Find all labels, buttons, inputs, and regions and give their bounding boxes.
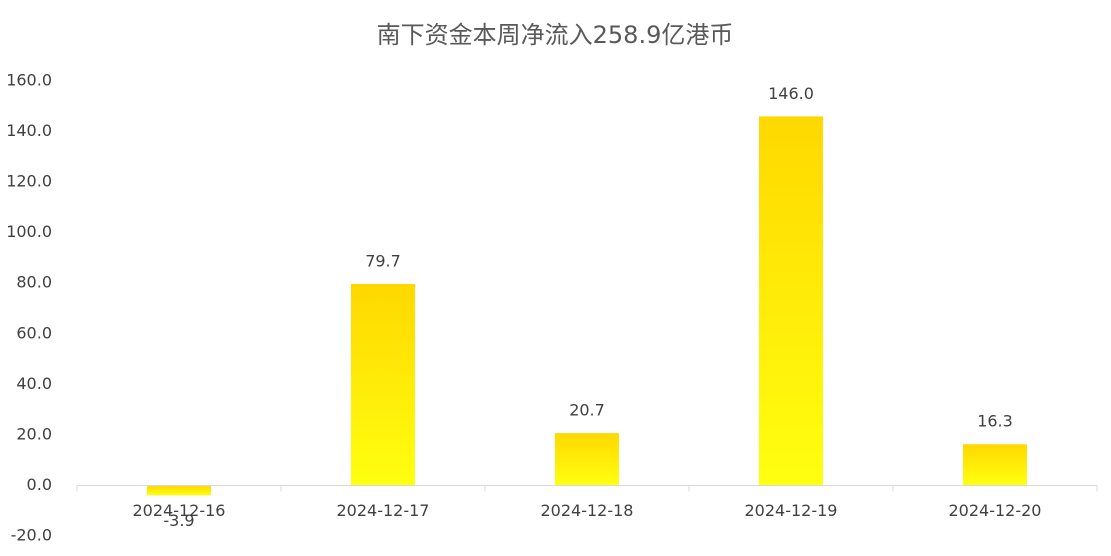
y-tick-label: 140.0 [6,121,52,140]
bar [759,116,823,486]
value-label: 16.3 [977,412,1013,431]
value-label: 79.7 [365,251,401,270]
y-tick-label: 40.0 [16,374,52,393]
value-label: 146.0 [768,84,814,103]
x-tick-label: 2024-12-20 [949,501,1042,520]
bar [351,283,415,486]
x-tick-label: 2024-12-18 [541,501,634,520]
x-tick-label: 2024-12-16 [133,501,226,520]
chart-title: 南下资金本周净流入258.9亿港币 [377,21,734,49]
y-tick-label: -20.0 [11,526,52,545]
y-tick-label: 60.0 [16,323,52,342]
y-tick-label: 160.0 [6,71,52,90]
value-label: 20.7 [569,401,605,420]
y-tick-label: 80.0 [16,273,52,292]
y-tick-label: 20.0 [16,424,52,443]
y-tick-label: 0.0 [27,475,52,494]
y-tick-label: 120.0 [6,172,52,191]
x-tick-label: 2024-12-19 [745,501,838,520]
x-tick-label: 2024-12-17 [337,501,430,520]
y-tick-label: 100.0 [6,222,52,241]
value-label: -3.9 [163,511,194,530]
bar [963,444,1027,486]
bar [147,485,211,496]
bar [555,433,619,486]
